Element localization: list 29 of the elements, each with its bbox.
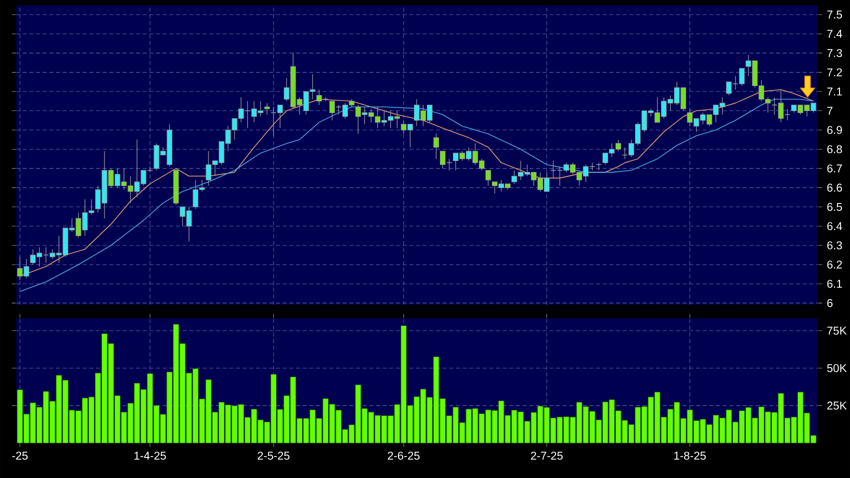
y-tick-label: 6.1: [827, 280, 842, 288]
x-tick-label: 2-7-25: [530, 452, 563, 460]
candlestick: [433, 134, 439, 160]
y-tick-label: 75K: [827, 326, 847, 335]
y-tick-label: 6.5: [827, 202, 842, 211]
y-tick-label: 6.9: [827, 126, 842, 134]
y-tick-label: 6.2: [827, 260, 842, 269]
y-tick-label: 6: [827, 299, 833, 308]
candlestick: [264, 102, 270, 115]
y-tick-label: 25K: [827, 402, 847, 410]
y-tick-label: 7.4: [827, 30, 842, 38]
x-tick-label: 2-6-25: [388, 452, 420, 460]
candlestick: [550, 160, 556, 178]
y-tick-label: 6.8: [827, 145, 842, 154]
y-tick-label: 7.1: [827, 88, 842, 96]
y-tick-label: 6.7: [827, 164, 842, 172]
y-tick-label: 6.3: [827, 241, 842, 250]
y-tick-label: 50K: [827, 364, 847, 372]
x-tick-label: -25: [12, 452, 28, 460]
y-tick-label: 7.5: [827, 10, 842, 19]
y-tick-label: 7: [827, 106, 832, 115]
y-tick-label: 7.2: [827, 68, 842, 76]
x-tick-label: 1-8-25: [674, 452, 706, 460]
y-tick-label: 6.6: [827, 184, 842, 192]
x-tick-label: 2-5-25: [258, 452, 290, 460]
candlestick: [485, 170, 491, 186]
y-tick-label: 6.4: [827, 222, 842, 230]
x-tick-label: 1-4-25: [134, 452, 166, 460]
y-tick-label: 7.3: [827, 49, 842, 58]
